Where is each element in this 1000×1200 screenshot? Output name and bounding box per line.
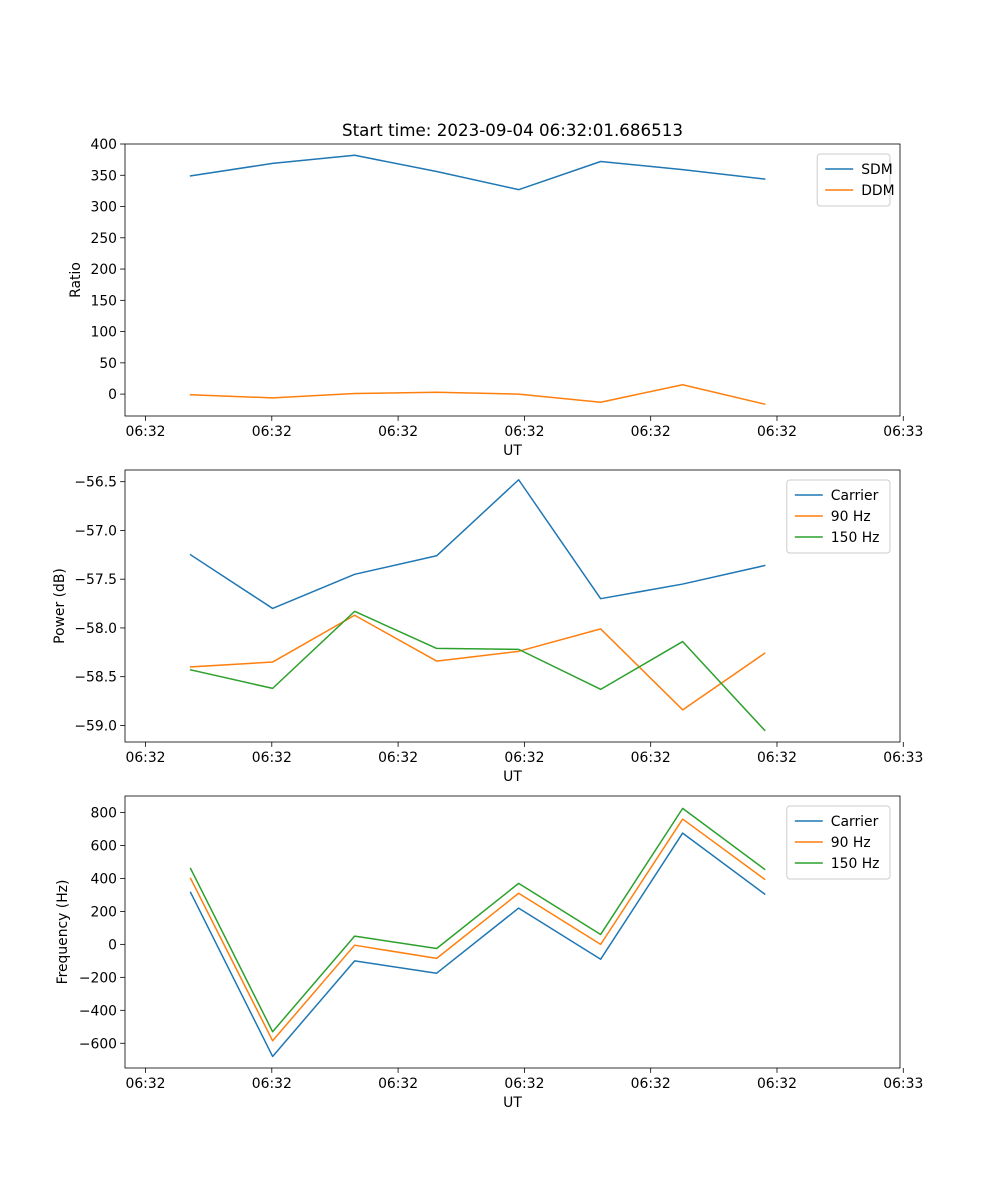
x-tick-label: 06:32 xyxy=(757,1076,797,1092)
x-tick-label: 06:32 xyxy=(631,750,671,766)
legend-label: 90 Hz xyxy=(831,835,871,851)
x-tick-label: 06:32 xyxy=(252,750,292,766)
panel-3: 06:32 06:32 06:32 06:32 06:32 06:32 06:33 800 60… xyxy=(55,795,923,1111)
series-line-sdm xyxy=(189,154,766,191)
legend-label: Carrier xyxy=(831,814,879,830)
y-tick-label: 400 xyxy=(90,137,117,153)
x-tick-label: 06:32 xyxy=(252,424,292,440)
y-tick-label: 100 xyxy=(90,325,117,341)
legend: Carrier 90 Hz 150 Hz xyxy=(786,479,891,554)
x-tick-label: 06:32 xyxy=(125,750,165,766)
legend-label: Carrier xyxy=(831,488,879,504)
legend-label: 90 Hz xyxy=(831,509,871,525)
y-tick-label: 0 xyxy=(108,937,117,953)
y-tick-label: −58.0 xyxy=(74,621,117,637)
y-tick-label: −400 xyxy=(79,1003,117,1019)
legend-label: 150 Hz xyxy=(831,856,880,872)
x-axis-label: UT xyxy=(503,769,522,785)
y-tick-label: −200 xyxy=(79,970,117,986)
x-tick-label: 06:33 xyxy=(883,1076,923,1092)
series-line-90-hz xyxy=(189,818,766,1042)
y-tick-label: −59.0 xyxy=(74,718,117,734)
legend-label: DDM xyxy=(861,183,894,199)
x-tick-label: 06:32 xyxy=(252,1076,292,1092)
panels-group: 06:32 06:32 06:32 06:32 06:32 06:32 06:33 0 50 10… xyxy=(52,137,923,1111)
y-tick-label: 200 xyxy=(90,904,117,920)
x-tick-label: 06:32 xyxy=(125,424,165,440)
axes-frame xyxy=(124,469,901,743)
series-line-90-hz xyxy=(189,614,766,711)
series-line-carrier xyxy=(189,479,766,610)
x-tick-label: 06:33 xyxy=(883,424,923,440)
y-tick-label: 400 xyxy=(90,871,117,887)
legend-label: 150 Hz xyxy=(831,530,880,546)
series-line-ddm xyxy=(189,383,766,406)
y-tick-label: 200 xyxy=(90,262,117,278)
x-tick-label: 06:32 xyxy=(757,750,797,766)
legend-box xyxy=(786,479,891,554)
legend-box xyxy=(786,805,891,880)
axes-frame xyxy=(124,795,901,1069)
y-tick-label: −56.5 xyxy=(74,475,117,491)
legend-box xyxy=(816,153,891,207)
axes-frame xyxy=(124,143,901,417)
x-tick-label: 06:32 xyxy=(504,424,544,440)
x-tick-label: 06:33 xyxy=(883,750,923,766)
x-tick-label: 06:32 xyxy=(631,1076,671,1092)
y-axis-label: Ratio xyxy=(68,262,84,298)
x-axis-label: UT xyxy=(503,1095,522,1111)
panel-2: 06:32 06:32 06:32 06:32 06:32 06:32 06:33 −56.5… xyxy=(52,469,923,785)
y-tick-label: 300 xyxy=(90,200,117,216)
y-tick-label: 50 xyxy=(99,356,117,372)
y-tick-label: 350 xyxy=(90,168,117,184)
y-tick-label: −57.0 xyxy=(74,523,117,539)
y-tick-label: −58.5 xyxy=(74,670,117,686)
x-tick-label: 06:32 xyxy=(631,424,671,440)
legend: SDM DDM xyxy=(816,153,895,207)
y-tick-label: 800 xyxy=(90,805,117,821)
y-tick-label: 150 xyxy=(90,293,117,309)
y-axis-label: Frequency (Hz) xyxy=(55,880,71,985)
figure-title: Start time: 2023-09-04 06:32:01.686513 xyxy=(342,120,683,140)
x-tick-label: 06:32 xyxy=(378,424,418,440)
x-tick-label: 06:32 xyxy=(378,750,418,766)
x-tick-label: 06:32 xyxy=(378,1076,418,1092)
series-line-carrier xyxy=(189,832,766,1058)
legend: Carrier 90 Hz 150 Hz xyxy=(786,805,891,880)
y-tick-label: −600 xyxy=(79,1036,117,1052)
x-tick-label: 06:32 xyxy=(504,1076,544,1092)
y-tick-label: 0 xyxy=(108,387,117,403)
x-tick-label: 06:32 xyxy=(757,424,797,440)
y-tick-label: −57.5 xyxy=(74,572,117,588)
legend-label: SDM xyxy=(861,162,893,178)
y-tick-label: 250 xyxy=(90,231,117,247)
series-line-150-hz xyxy=(189,610,766,732)
y-tick-label: 600 xyxy=(90,838,117,854)
x-tick-label: 06:32 xyxy=(125,1076,165,1092)
series-line-150-hz xyxy=(189,807,766,1033)
y-axis-label: Power (dB) xyxy=(52,568,68,644)
panel-1: 06:32 06:32 06:32 06:32 06:32 06:32 06:33 0 50 10… xyxy=(68,137,923,459)
x-axis-label: UT xyxy=(503,443,522,459)
x-tick-label: 06:32 xyxy=(504,750,544,766)
